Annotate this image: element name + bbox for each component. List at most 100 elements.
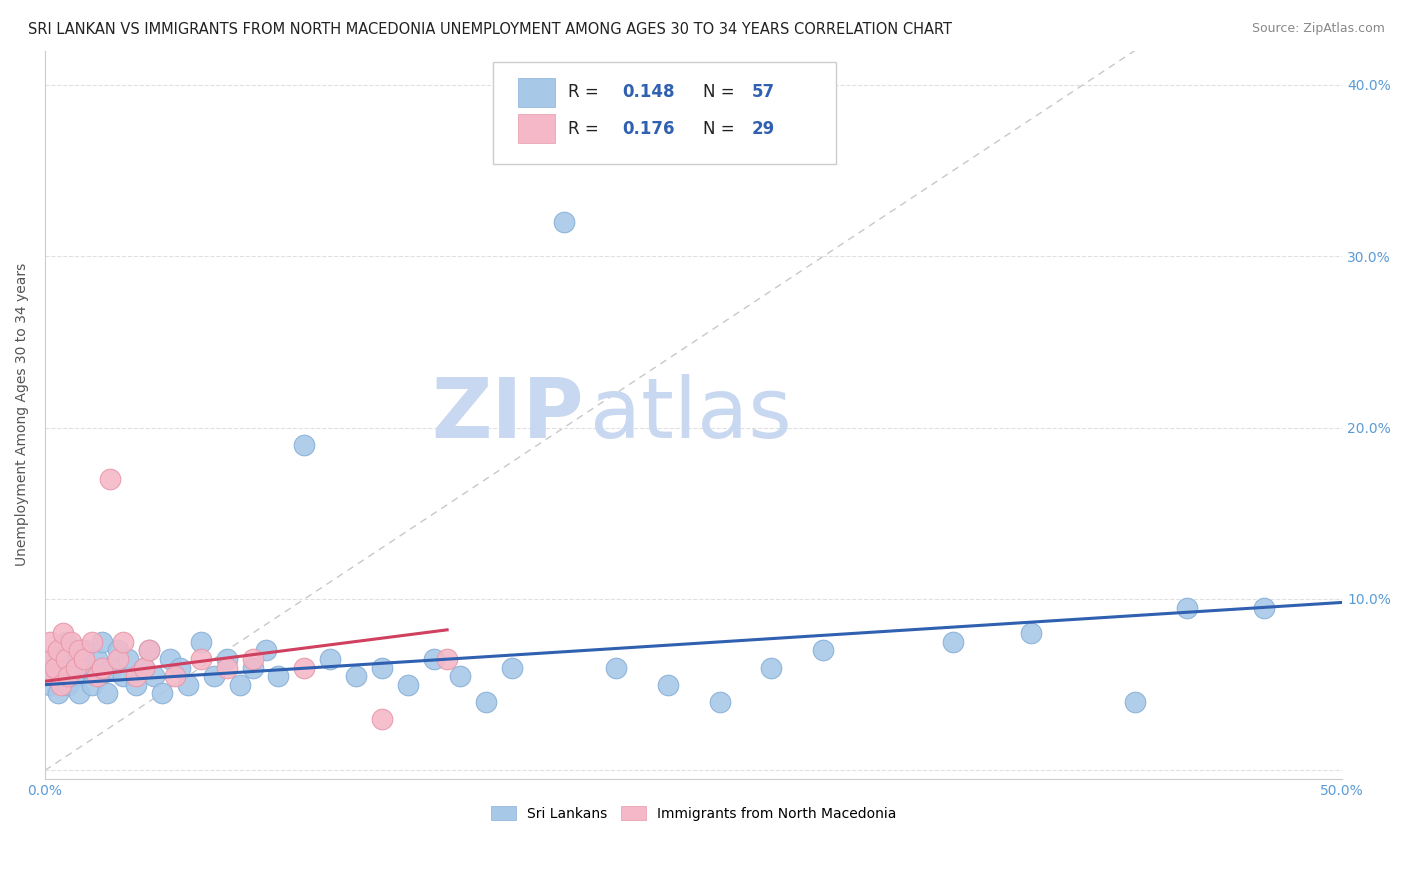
Immigrants from North Macedonia — [59, 635, 82, 649]
Sri Lankans — [1123, 695, 1146, 709]
Sri Lankans — [501, 660, 523, 674]
Sri Lankans — [169, 660, 191, 674]
Sri Lankans — [228, 678, 250, 692]
Immigrants from North Macedonia — [215, 660, 238, 674]
Text: 57: 57 — [752, 83, 775, 101]
Sri Lankans — [65, 669, 87, 683]
Sri Lankans — [80, 678, 103, 692]
Sri Lankans — [344, 669, 367, 683]
Sri Lankans — [150, 686, 173, 700]
Sri Lankans — [1175, 600, 1198, 615]
Text: N =: N = — [703, 83, 740, 101]
Sri Lankans — [44, 669, 66, 683]
Immigrants from North Macedonia — [138, 643, 160, 657]
Immigrants from North Macedonia — [42, 669, 65, 683]
Sri Lankans — [117, 652, 139, 666]
FancyBboxPatch shape — [519, 114, 555, 143]
Immigrants from North Macedonia — [107, 652, 129, 666]
Immigrants from North Macedonia — [49, 678, 72, 692]
Sri Lankans — [101, 660, 124, 674]
Sri Lankans — [709, 695, 731, 709]
Sri Lankans — [396, 678, 419, 692]
Legend: Sri Lankans, Immigrants from North Macedonia: Sri Lankans, Immigrants from North Maced… — [485, 801, 903, 827]
Sri Lankans — [605, 660, 627, 674]
Sri Lankans — [190, 635, 212, 649]
Sri Lankans — [125, 678, 148, 692]
Sri Lankans — [58, 678, 80, 692]
Sri Lankans — [52, 660, 75, 674]
Immigrants from North Macedonia — [294, 660, 316, 674]
Sri Lankans — [159, 652, 181, 666]
Sri Lankans — [813, 643, 835, 657]
Text: 0.176: 0.176 — [623, 120, 675, 137]
Text: ZIP: ZIP — [430, 375, 583, 455]
Immigrants from North Macedonia — [371, 712, 394, 726]
Immigrants from North Macedonia — [436, 652, 458, 666]
Sri Lankans — [59, 652, 82, 666]
Text: R =: R = — [568, 83, 603, 101]
Sri Lankans — [142, 669, 165, 683]
Sri Lankans — [202, 669, 225, 683]
Sri Lankans — [254, 643, 277, 657]
Immigrants from North Macedonia — [98, 472, 121, 486]
Immigrants from North Macedonia — [65, 660, 87, 674]
Sri Lankans — [49, 643, 72, 657]
Sri Lankans — [761, 660, 783, 674]
Immigrants from North Macedonia — [190, 652, 212, 666]
Sri Lankans — [39, 678, 62, 692]
Immigrants from North Macedonia — [132, 660, 155, 674]
Sri Lankans — [1253, 600, 1275, 615]
Text: SRI LANKAN VS IMMIGRANTS FROM NORTH MACEDONIA UNEMPLOYMENT AMONG AGES 30 TO 34 Y: SRI LANKAN VS IMMIGRANTS FROM NORTH MACE… — [28, 22, 952, 37]
Sri Lankans — [267, 669, 290, 683]
Text: Source: ZipAtlas.com: Source: ZipAtlas.com — [1251, 22, 1385, 36]
Immigrants from North Macedonia — [80, 635, 103, 649]
Immigrants from North Macedonia — [111, 635, 134, 649]
Text: 29: 29 — [752, 120, 775, 137]
Immigrants from North Macedonia — [73, 652, 96, 666]
Sri Lankans — [42, 652, 65, 666]
Immigrants from North Macedonia — [44, 660, 66, 674]
Immigrants from North Macedonia — [46, 643, 69, 657]
Immigrants from North Macedonia — [67, 643, 90, 657]
Immigrants from North Macedonia — [86, 669, 108, 683]
Text: N =: N = — [703, 120, 740, 137]
Immigrants from North Macedonia — [163, 669, 186, 683]
Sri Lankans — [67, 686, 90, 700]
Sri Lankans — [371, 660, 394, 674]
Sri Lankans — [294, 438, 316, 452]
FancyBboxPatch shape — [492, 62, 837, 163]
Sri Lankans — [132, 660, 155, 674]
Immigrants from North Macedonia — [91, 660, 114, 674]
Immigrants from North Macedonia — [125, 669, 148, 683]
Sri Lankans — [657, 678, 679, 692]
Y-axis label: Unemployment Among Ages 30 to 34 years: Unemployment Among Ages 30 to 34 years — [15, 263, 30, 566]
Sri Lankans — [96, 686, 118, 700]
Sri Lankans — [138, 643, 160, 657]
Sri Lankans — [242, 660, 264, 674]
Sri Lankans — [55, 635, 77, 649]
Sri Lankans — [89, 669, 111, 683]
Immigrants from North Macedonia — [58, 669, 80, 683]
Sri Lankans — [73, 643, 96, 657]
Immigrants from North Macedonia — [39, 635, 62, 649]
Sri Lankans — [423, 652, 446, 666]
Sri Lankans — [1019, 626, 1042, 640]
Sri Lankans — [319, 652, 342, 666]
Sri Lankans — [86, 652, 108, 666]
Immigrants from North Macedonia — [55, 652, 77, 666]
Immigrants from North Macedonia — [242, 652, 264, 666]
Sri Lankans — [942, 635, 965, 649]
Text: atlas: atlas — [591, 375, 792, 455]
FancyBboxPatch shape — [519, 78, 555, 107]
Sri Lankans — [76, 660, 98, 674]
Sri Lankans — [111, 669, 134, 683]
Sri Lankans — [215, 652, 238, 666]
Immigrants from North Macedonia — [37, 652, 59, 666]
Text: R =: R = — [568, 120, 603, 137]
Immigrants from North Macedonia — [52, 626, 75, 640]
Sri Lankans — [46, 686, 69, 700]
Sri Lankans — [91, 635, 114, 649]
Sri Lankans — [176, 678, 198, 692]
Text: 0.148: 0.148 — [623, 83, 675, 101]
Sri Lankans — [475, 695, 498, 709]
